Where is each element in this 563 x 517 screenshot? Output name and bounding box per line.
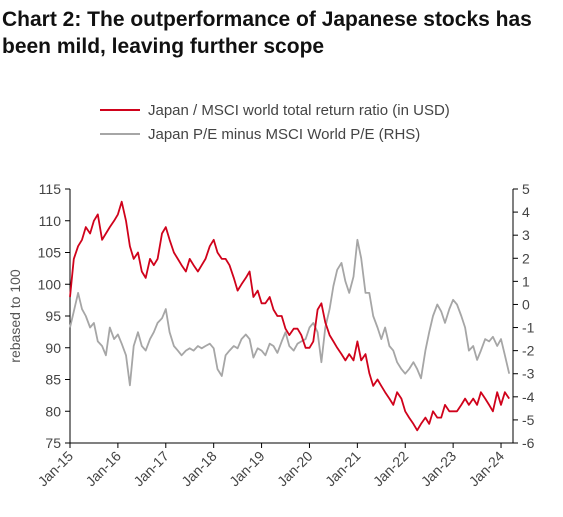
y2-tick-label: 2 <box>522 250 530 266</box>
y2-tick-label: -3 <box>522 366 535 382</box>
legend-item-pe-difference: Japan P/E minus MSCI World P/E (RHS) <box>100 122 450 146</box>
legend-swatch-red <box>100 109 140 111</box>
y2-tick-label: 3 <box>522 227 530 243</box>
axes <box>65 188 518 448</box>
x-tick-label: Jan-19 <box>226 448 268 490</box>
y-tick-label: 115 <box>39 181 62 197</box>
x-tick-label: Jan-23 <box>418 448 460 490</box>
x-tick-label: Jan-21 <box>322 448 364 490</box>
y2-tick-label: 5 <box>522 181 530 197</box>
series-line-pe-difference <box>69 238 511 387</box>
y2-tick-label: 0 <box>522 296 530 312</box>
x-tick-label: Jan-17 <box>130 448 172 490</box>
y2-tick-label: -6 <box>522 435 535 451</box>
y-tick-label: 100 <box>38 276 62 292</box>
y2-tick-label: 1 <box>522 273 530 289</box>
y2-tick-label: 4 <box>522 204 530 220</box>
x-tick-label: Jan-22 <box>370 448 412 490</box>
x-tick-label: Jan-24 <box>466 448 508 490</box>
y-tick-label: 95 <box>45 308 61 324</box>
y2-tick-label: -4 <box>522 389 535 405</box>
legend-item-japan-msci-ratio: Japan / MSCI world total return ratio (i… <box>100 98 450 122</box>
y-axis-label: rebased to 100 <box>7 269 23 363</box>
y-tick-label: 80 <box>45 403 61 419</box>
x-tick-label: Jan-15 <box>35 448 77 490</box>
y-tick-label: 75 <box>45 435 61 451</box>
legend-label: Japan P/E minus MSCI World P/E (RHS) <box>148 125 421 143</box>
legend-label: Japan / MSCI world total return ratio (i… <box>148 101 450 119</box>
series-layer <box>69 200 511 432</box>
x-tick-label: Jan-20 <box>274 448 316 490</box>
x-tick-label: Jan-18 <box>178 448 220 490</box>
y2-tick-label: -5 <box>522 412 535 428</box>
y-tick-label: 90 <box>45 340 61 356</box>
y-tick-label: 110 <box>39 213 62 229</box>
y-tick-label: 85 <box>45 372 61 388</box>
y2-tick-label: -2 <box>522 343 535 359</box>
legend: Japan / MSCI world total return ratio (i… <box>100 98 450 146</box>
series-line-japan-msci-ratio <box>69 200 510 432</box>
chart-title: Chart 2: The outperformance of Japanese … <box>2 8 532 58</box>
y2-tick-label: -1 <box>522 320 535 336</box>
x-tick-label: Jan-16 <box>82 448 124 490</box>
y-tick-label: 105 <box>38 245 62 261</box>
legend-swatch-grey <box>100 133 140 135</box>
